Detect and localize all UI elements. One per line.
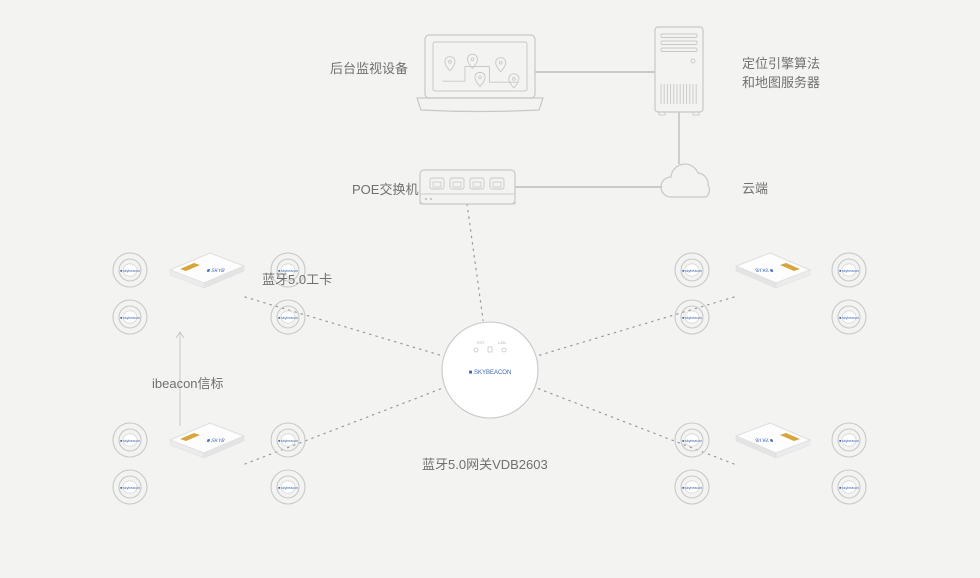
ibeacon-icon	[271, 300, 305, 334]
server-label: 定位引擎算法和地图服务器	[742, 53, 820, 91]
ibeacon-icon	[832, 423, 866, 457]
ibeacon-icon	[113, 253, 147, 287]
gateway-hub-icon: RST LAN ■ SKYBEACON	[442, 322, 538, 418]
ibeacon-icon	[832, 300, 866, 334]
workcard-icon	[170, 423, 244, 458]
ibeacon-icon	[832, 470, 866, 504]
workcard-icon	[736, 423, 810, 458]
diagram-svg: ■ SKYB ■ skybeacon RSTLAN■ SKYBEACON	[0, 0, 980, 578]
svg-text:■ SKYBEACON: ■ SKYBEACON	[469, 370, 512, 376]
poe-switch-icon	[420, 170, 515, 204]
ibeacon-icon	[113, 470, 147, 504]
ibeacon-icon	[675, 253, 709, 287]
poe-label: POE交换机	[352, 179, 418, 198]
ibeacon-icon	[675, 423, 709, 457]
workcard-icon	[170, 253, 244, 288]
diagram-canvas: ■ SKYB ■ skybeacon RSTLAN■ SKYBEACON 后台监…	[0, 0, 980, 578]
monitor-label: 后台监视设备	[330, 58, 408, 77]
laptop-icon	[417, 35, 543, 112]
ibeacon-icon	[113, 300, 147, 334]
cloud-icon	[661, 164, 709, 197]
ibeacon-icon	[271, 470, 305, 504]
ibeacon-icon	[675, 300, 709, 334]
ibeacon-icon	[832, 253, 866, 287]
cloud-label: 云端	[742, 178, 768, 197]
gateway-label: 蓝牙5.0网关VDB2603	[422, 454, 548, 473]
workcard-label: 蓝牙5.0工卡	[262, 269, 332, 288]
server-icon	[655, 27, 703, 115]
ibeacon-icon	[271, 423, 305, 457]
svg-text:LAN: LAN	[498, 340, 506, 345]
ibeacon-label: ibeacon信标	[152, 373, 224, 392]
workcard-icon	[736, 253, 810, 288]
ibeacon-icon	[113, 423, 147, 457]
svg-text:RST: RST	[477, 340, 486, 345]
ibeacon-icon	[675, 470, 709, 504]
